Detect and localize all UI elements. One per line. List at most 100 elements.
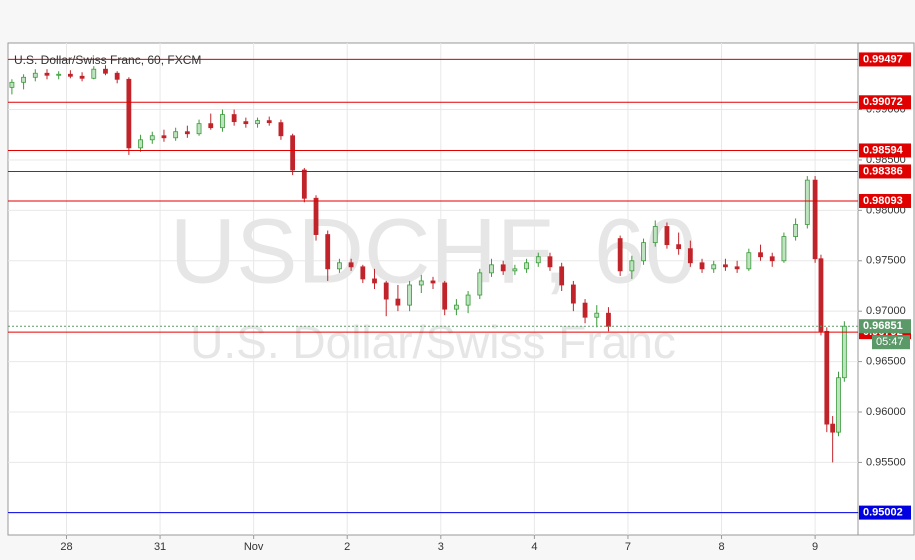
candle-body	[582, 302, 588, 318]
candle-body	[301, 169, 307, 199]
y-tick-label: 0.95500	[866, 456, 906, 468]
price-axis	[857, 42, 915, 536]
candle-body	[818, 258, 824, 332]
level-tag	[859, 505, 911, 520]
marks: 0.994970.990720.985940.983860.980930.967…	[8, 52, 911, 520]
candle-body	[138, 139, 143, 149]
x-tick-label: 4	[531, 541, 537, 553]
candle-body	[841, 325, 847, 379]
candle-body	[91, 68, 97, 79]
candle-body	[606, 312, 611, 327]
candle-body	[512, 268, 518, 272]
candle-body	[103, 68, 108, 74]
countdown-label: 05:47	[876, 336, 904, 348]
candle-body	[812, 179, 818, 260]
x-tick-label: 7	[625, 541, 631, 553]
candle-body	[114, 72, 120, 80]
candle-body	[126, 78, 132, 149]
candle-body	[617, 238, 623, 272]
candle-body	[758, 252, 763, 258]
candle-body	[500, 264, 506, 272]
level-tag	[859, 193, 911, 208]
candle-body	[489, 264, 494, 274]
x-tick-label: 9	[812, 541, 818, 553]
y-tick-label: 0.96500	[866, 355, 906, 367]
candle-body	[360, 266, 366, 280]
candle-body	[734, 266, 740, 270]
candle-body	[746, 252, 752, 270]
candle-body	[465, 294, 471, 306]
candle-body	[32, 72, 38, 78]
candle-body	[570, 284, 576, 304]
level-label: 0.95002	[863, 507, 903, 519]
candle-body	[442, 282, 448, 310]
candle-body	[184, 131, 190, 135]
candle-body	[652, 226, 658, 244]
last-price-label: 0.96851	[863, 320, 903, 332]
x-tick-label: 31	[154, 541, 166, 553]
level-tag	[859, 52, 911, 67]
x-tick-label: 28	[60, 541, 72, 553]
candle-body	[418, 280, 424, 286]
candle-body	[9, 81, 15, 88]
candle-body	[383, 282, 389, 300]
candle-body	[278, 122, 284, 137]
x-tick-label: Nov	[244, 541, 264, 553]
candle-body	[453, 304, 459, 310]
level-label: 0.99497	[863, 53, 903, 65]
last-price-tag	[859, 319, 911, 334]
y-tick-label: 0.96000	[866, 406, 906, 418]
candle-body	[79, 75, 85, 79]
candle-body	[395, 298, 401, 306]
candle-body	[836, 377, 841, 433]
y-tick-label: 0.97000	[866, 305, 906, 317]
candle-body	[56, 73, 62, 76]
candle-body	[196, 123, 202, 135]
candle-body	[149, 135, 155, 141]
candle-body	[173, 131, 179, 139]
candle-body	[313, 197, 319, 235]
x-tick-label: 2	[344, 541, 350, 553]
level-tag	[859, 143, 911, 158]
candle-body	[629, 260, 635, 272]
candle-body	[67, 73, 73, 77]
candle-body	[699, 262, 705, 270]
candle-body	[641, 242, 646, 262]
candle-body	[830, 423, 836, 433]
candle-body	[161, 135, 167, 139]
candle-body	[781, 236, 787, 262]
level-tag	[859, 95, 911, 110]
level-tag	[859, 164, 911, 179]
y-tick-label: 0.97500	[866, 255, 906, 267]
candle-body	[477, 272, 483, 296]
x-tick-label: 8	[718, 541, 724, 553]
candle-body	[723, 264, 728, 268]
candle-body	[594, 312, 600, 318]
level-label: 0.98386	[863, 165, 903, 177]
candle-body	[524, 262, 529, 270]
candle-body	[547, 256, 553, 268]
candle-body	[290, 135, 296, 171]
candle-body	[407, 284, 413, 306]
candle-body	[220, 114, 225, 129]
candle-body	[348, 262, 354, 268]
candle-body	[559, 266, 565, 286]
candle-body	[337, 262, 342, 270]
level-label: 0.98594	[863, 144, 904, 156]
candle-body	[769, 256, 775, 262]
candle-body	[535, 256, 541, 264]
candle-body	[430, 280, 436, 284]
candle-body	[266, 120, 272, 124]
level-label: 0.98093	[863, 195, 903, 207]
candle-body	[711, 264, 717, 270]
candle-body	[676, 244, 682, 250]
countdown-tag	[872, 335, 910, 350]
candle-body	[664, 226, 670, 246]
candle-body	[208, 123, 214, 129]
candle-body	[21, 76, 26, 83]
candle-body	[793, 224, 799, 237]
watermark-name: U.S. Dollar/Swiss Franc	[190, 316, 676, 368]
candle-body	[687, 248, 693, 264]
candle-body	[44, 72, 50, 76]
